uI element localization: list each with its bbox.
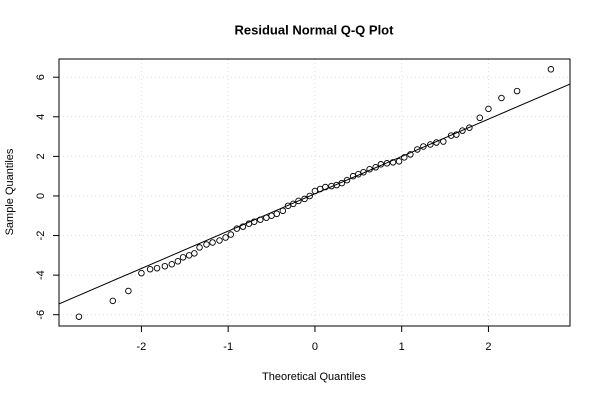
y-axis-label: Sample Quantiles — [4, 148, 16, 235]
point — [459, 127, 466, 134]
point — [75, 313, 83, 320]
x-axis-label: Theoretical Quantiles — [262, 371, 366, 383]
point — [383, 160, 391, 167]
plot-frame — [58, 58, 571, 327]
x-tick-label: -2 — [137, 341, 147, 353]
point — [476, 114, 484, 122]
y-tick-label: 2 — [35, 153, 47, 159]
point — [257, 216, 264, 223]
point — [420, 143, 427, 150]
point — [250, 218, 258, 225]
point — [322, 183, 329, 191]
point — [395, 158, 403, 165]
point — [453, 131, 460, 138]
point — [306, 192, 313, 200]
point — [239, 223, 247, 230]
point — [216, 237, 223, 244]
point — [146, 265, 154, 273]
point — [485, 105, 492, 113]
point — [196, 244, 203, 251]
point — [168, 260, 176, 268]
point — [372, 164, 379, 171]
point — [360, 168, 367, 176]
point — [377, 161, 385, 168]
point — [366, 165, 373, 173]
x-tick-label: 2 — [485, 341, 491, 353]
point — [389, 159, 397, 166]
point — [174, 258, 182, 265]
point — [179, 254, 187, 261]
point — [466, 124, 473, 131]
x-tick-label: 1 — [399, 341, 405, 353]
point — [191, 250, 198, 257]
chart-title: Residual Normal Q-Q Plot — [235, 22, 395, 37]
point — [289, 200, 297, 208]
point — [153, 264, 161, 272]
y-tick-label: 4 — [35, 114, 47, 120]
point — [440, 138, 447, 145]
point — [547, 66, 555, 73]
point — [295, 197, 302, 205]
point — [498, 94, 505, 102]
point — [222, 234, 229, 241]
point — [161, 262, 169, 270]
point — [414, 146, 421, 153]
x-tick-label: 0 — [312, 341, 318, 353]
y-tick-label: -4 — [35, 270, 47, 280]
point — [401, 154, 408, 161]
point — [233, 225, 241, 232]
point — [279, 207, 287, 215]
point — [125, 287, 132, 295]
point — [109, 297, 117, 305]
y-tick-label: -6 — [35, 310, 47, 320]
point — [301, 195, 308, 203]
point — [407, 151, 414, 158]
point — [209, 239, 216, 246]
point — [513, 87, 521, 95]
x-tick-label: -1 — [223, 341, 233, 353]
point — [338, 179, 346, 187]
point — [227, 231, 235, 238]
y-tick-label: 6 — [35, 74, 47, 80]
point — [138, 269, 145, 277]
y-tick-label: -2 — [35, 231, 47, 241]
point — [203, 241, 210, 248]
point — [273, 210, 281, 218]
point — [433, 139, 440, 146]
point — [427, 141, 434, 148]
y-tick-label: 0 — [35, 193, 47, 199]
point — [343, 176, 351, 184]
